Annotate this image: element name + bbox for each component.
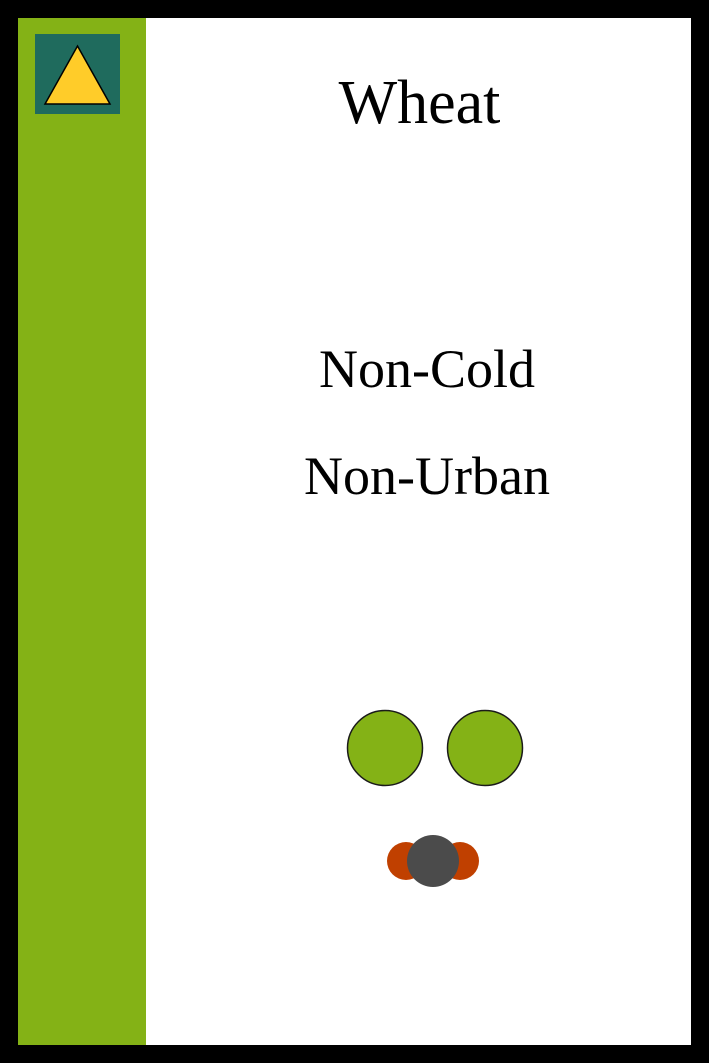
cost-token-center <box>407 835 459 887</box>
card-badge <box>35 34 120 114</box>
badge-triangle <box>43 44 112 105</box>
card-title: Wheat <box>338 69 501 137</box>
gray-token-icon <box>387 835 479 887</box>
production-token-left <box>346 709 424 787</box>
game-card[interactable]: Wheat Non-Cold Non-Urban <box>18 18 691 1045</box>
requirement-non-cold: Non-Cold <box>319 339 535 399</box>
card-color-strip <box>18 18 146 1045</box>
requirement-non-urban: Non-Urban <box>304 446 550 506</box>
token-area <box>318 708 578 908</box>
production-token-right <box>446 709 524 787</box>
triangle-icon <box>35 34 120 114</box>
